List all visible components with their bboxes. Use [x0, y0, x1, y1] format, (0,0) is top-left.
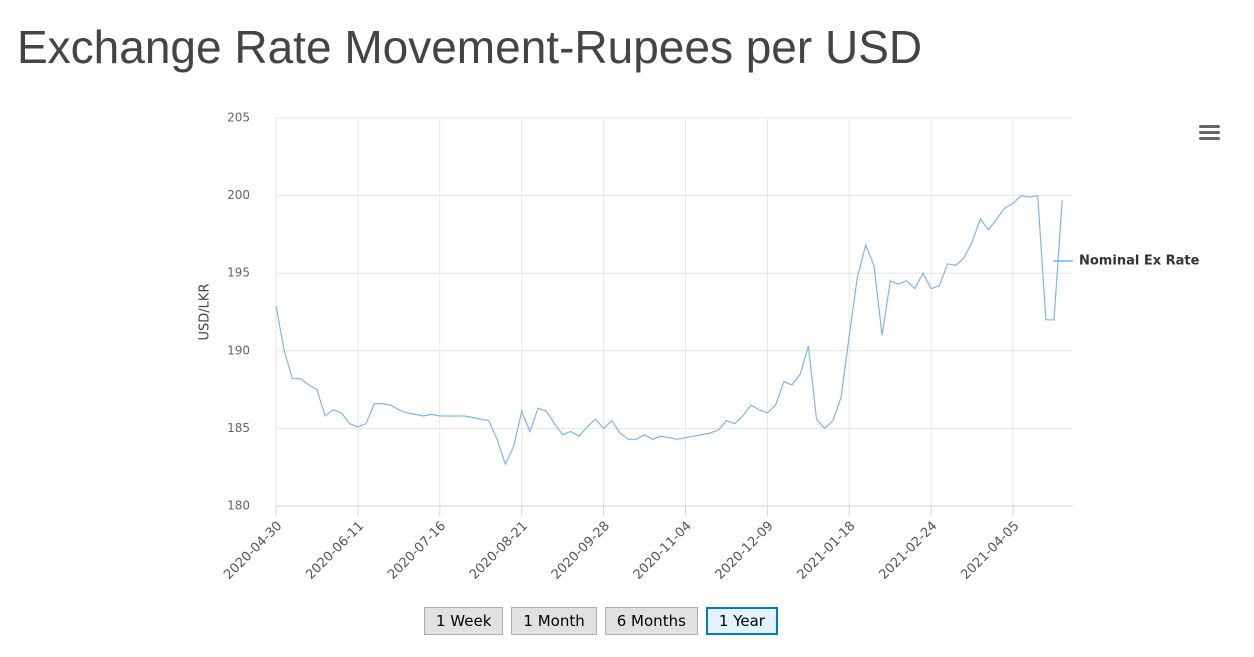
x-tick-label: 2021-01-18 [795, 519, 859, 583]
range-button[interactable]: 1 Week [424, 607, 504, 635]
y-tick-label: 185 [227, 421, 250, 435]
range-button[interactable]: 1 Month [511, 607, 597, 635]
menu-icon[interactable] [1199, 125, 1220, 140]
x-tick-label: 2021-02-24 [876, 519, 940, 583]
y-tick-label: 190 [227, 343, 250, 357]
y-tick-label: 205 [227, 111, 250, 125]
legend-label: Nominal Ex Rate [1079, 254, 1200, 269]
menu-bar [1199, 131, 1220, 134]
x-tick-label: 2020-12-09 [713, 519, 777, 583]
range-button[interactable]: 1 Year [705, 607, 778, 635]
menu-bar [1199, 125, 1220, 128]
y-tick-label: 180 [227, 499, 250, 513]
range-buttons: 1 Week 1 Month 6 Months 1 Year [424, 607, 778, 635]
x-tick-label: 2020-07-16 [385, 519, 449, 583]
chart: USD/LKR 180 185 190 195 200 205 2020-04-30 2020… [198, 111, 1220, 583]
x-tick-label: 2021-04-05 [958, 519, 1022, 583]
y-tick-label: 200 [227, 188, 250, 202]
series-line [275, 194, 1063, 466]
y-axis-label: USD/LKR [198, 284, 213, 341]
x-tick-label: 2020-06-11 [303, 519, 367, 583]
y-tick-label: 195 [227, 266, 250, 280]
menu-bar [1199, 137, 1220, 140]
x-tick-label: 2020-09-28 [549, 519, 613, 583]
x-tick-label: 2020-04-30 [221, 519, 285, 583]
x-tick-label: 2020-11-04 [631, 519, 695, 583]
x-tick-label: 2020-08-21 [467, 519, 531, 583]
range-button[interactable]: 6 Months [604, 607, 698, 635]
page-title: Exchange Rate Movement-Rupees per USD [17, 21, 923, 73]
